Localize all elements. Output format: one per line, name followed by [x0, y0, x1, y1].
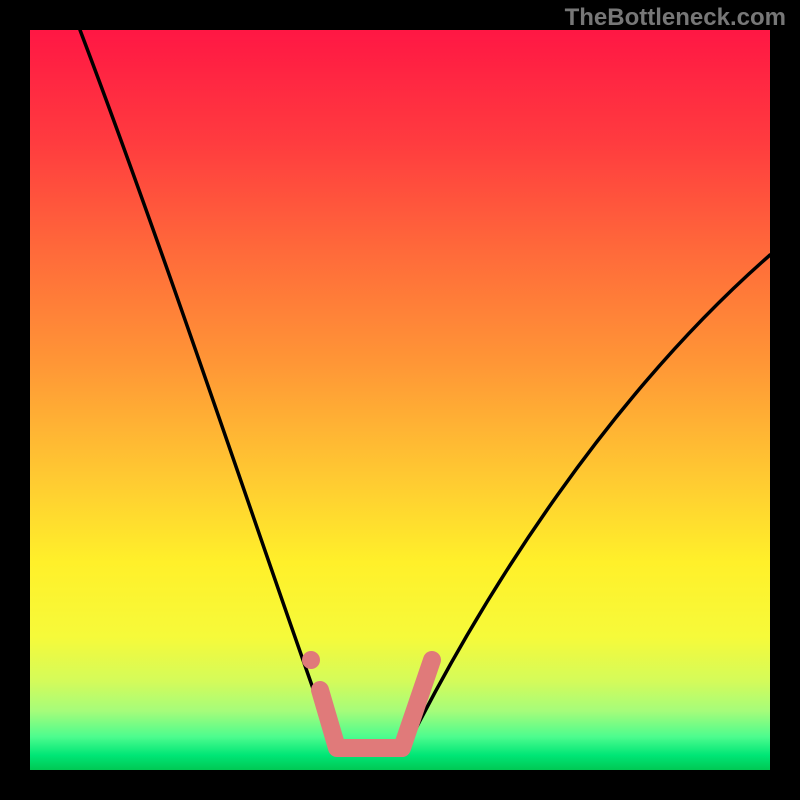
- chart-canvas: TheBottleneck.com: [0, 0, 800, 800]
- bottleneck-chart: [0, 0, 800, 800]
- chart-plot-bg: [30, 30, 770, 770]
- highlight-dot: [302, 651, 320, 669]
